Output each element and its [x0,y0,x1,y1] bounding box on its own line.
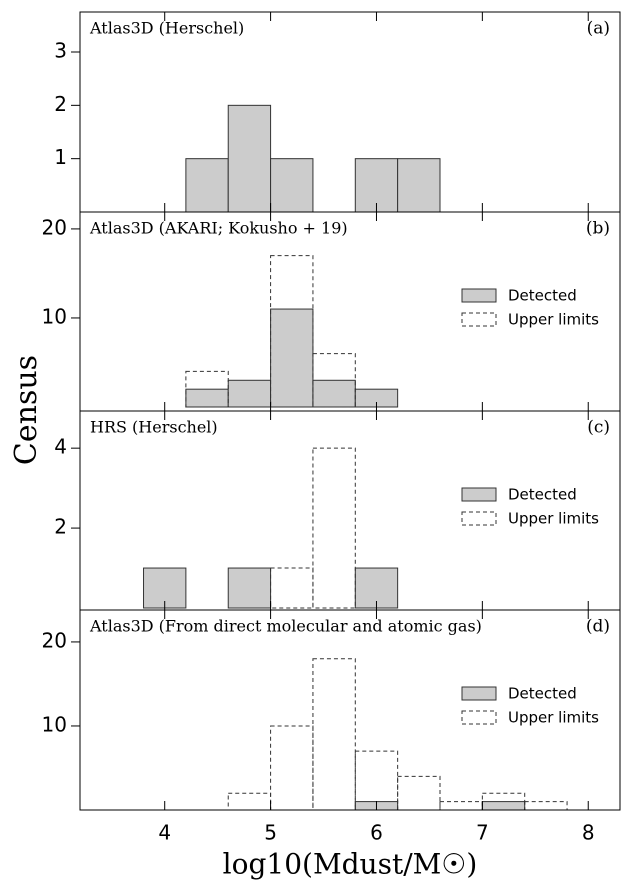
legend-swatch [461,686,497,701]
y-tick-label: 2 [54,92,67,116]
bar [397,158,441,213]
bar [227,104,272,213]
bar [270,567,314,609]
x-tick-label: 4 [158,821,171,845]
y-tick-label: 20 [42,628,67,652]
legend-label: Detected [508,685,577,703]
legend-swatch [461,487,497,502]
bar [312,658,356,811]
bar [439,801,483,811]
panel-title: Atlas3D (From direct molecular and atomi… [89,617,482,636]
legend-label: Detected [508,287,577,305]
bar [270,158,314,213]
x-axis-label: log10(Mdust/M☉) [223,848,478,881]
panel-letter: (c) [587,418,610,438]
y-tick-label: 20 [42,215,67,239]
bar [312,353,356,408]
bar [227,567,272,609]
legend-label: Upper limits [508,709,599,727]
y-tick-label: 3 [54,39,67,63]
bar [227,792,272,811]
bar [312,447,356,609]
panel-title: Atlas3D (AKARI; Kokusho + 19) [89,219,348,238]
panel-letter: (b) [586,219,610,239]
bar [227,379,272,408]
legend-swatch [461,288,497,303]
x-tick-label: 5 [264,821,277,845]
panel-letter: (d) [586,617,610,637]
y-tick-label: 10 [42,712,67,736]
panel-frame [79,11,621,213]
bar [481,801,526,811]
x-tick-label: 7 [476,821,489,845]
bar [185,388,229,408]
bar [185,370,229,408]
y-tick-label: 4 [54,435,67,459]
y-tick-label: 10 [42,304,67,328]
legend-swatch [461,312,497,327]
x-tick-label: 6 [370,821,383,845]
bar [397,775,441,811]
legend-swatch [461,710,497,725]
y-axis-label: Census [9,355,44,465]
bar [185,158,229,213]
bar [524,801,568,811]
y-tick-label: 2 [54,515,67,539]
panel-frame [79,609,621,811]
panel-title: Atlas3D (Herschel) [89,19,244,38]
bar [270,725,314,811]
legend-label: Detected [508,486,577,504]
bar [270,308,314,408]
bar [312,379,356,408]
panel-title: HRS (Herschel) [90,418,218,437]
x-tick-label: 8 [582,821,595,845]
y-tick-label: 1 [54,145,67,169]
legend-swatch [461,511,497,526]
legend-label: Upper limits [508,510,599,528]
bar [270,255,314,408]
panel-letter: (a) [587,19,610,39]
legend-label: Upper limits [508,311,599,329]
